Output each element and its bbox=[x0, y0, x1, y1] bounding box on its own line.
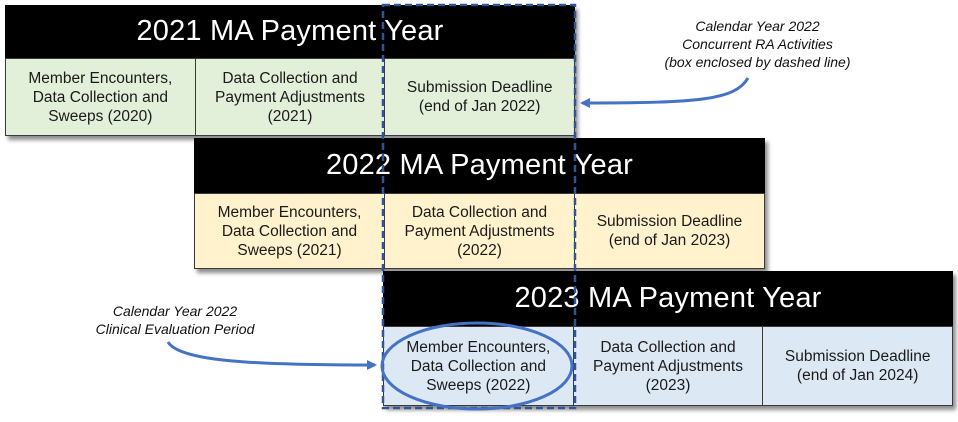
clinical-evaluation-annotation: Calendar Year 2022 Clinical Evaluation P… bbox=[95, 303, 255, 337]
py2021-data-collection-cell: Data Collection and Payment Adjustments … bbox=[194, 58, 385, 136]
py2022-data-collection-cell: Data Collection and Payment Adjustments … bbox=[384, 193, 574, 269]
py2021-member-encounters-cell: Member Encounters, Data Collection and S… bbox=[5, 58, 195, 136]
concurrent-ra-annotation: Calendar Year 2022 Concurrent RA Activit… bbox=[664, 18, 851, 70]
concurrent-ra-arrow bbox=[580, 77, 750, 108]
py2021-submission-deadline-cell: Submission Deadline (end of Jan 2022) bbox=[384, 58, 576, 136]
py2023-member-encounters-cell: Member Encounters, Data Collection and S… bbox=[383, 326, 573, 406]
py2023-submission-deadline-cell: Submission Deadline (end of Jan 2024) bbox=[762, 326, 954, 406]
payment-year-2021-title: 2021 MA Payment Year bbox=[5, 5, 575, 58]
py2022-member-encounters-cell: Member Encounters, Data Collection and S… bbox=[194, 193, 384, 269]
py2023-data-collection-cell: Data Collection and Payment Adjustments … bbox=[572, 326, 763, 406]
py2022-submission-deadline-cell: Submission Deadline (end of Jan 2023) bbox=[574, 193, 765, 269]
payment-year-2023-block: 2023 MA Payment Year Member Encounters, … bbox=[383, 271, 954, 406]
payment-year-2022-title: 2022 MA Payment Year bbox=[194, 138, 765, 193]
clinical-evaluation-arrow bbox=[166, 341, 377, 370]
payment-year-2022-block: 2022 MA Payment Year Member Encounters, … bbox=[194, 138, 765, 269]
payment-year-2023-title: 2023 MA Payment Year bbox=[383, 271, 953, 326]
payment-year-2021-block: 2021 MA Payment Year Member Encounters, … bbox=[5, 5, 576, 136]
